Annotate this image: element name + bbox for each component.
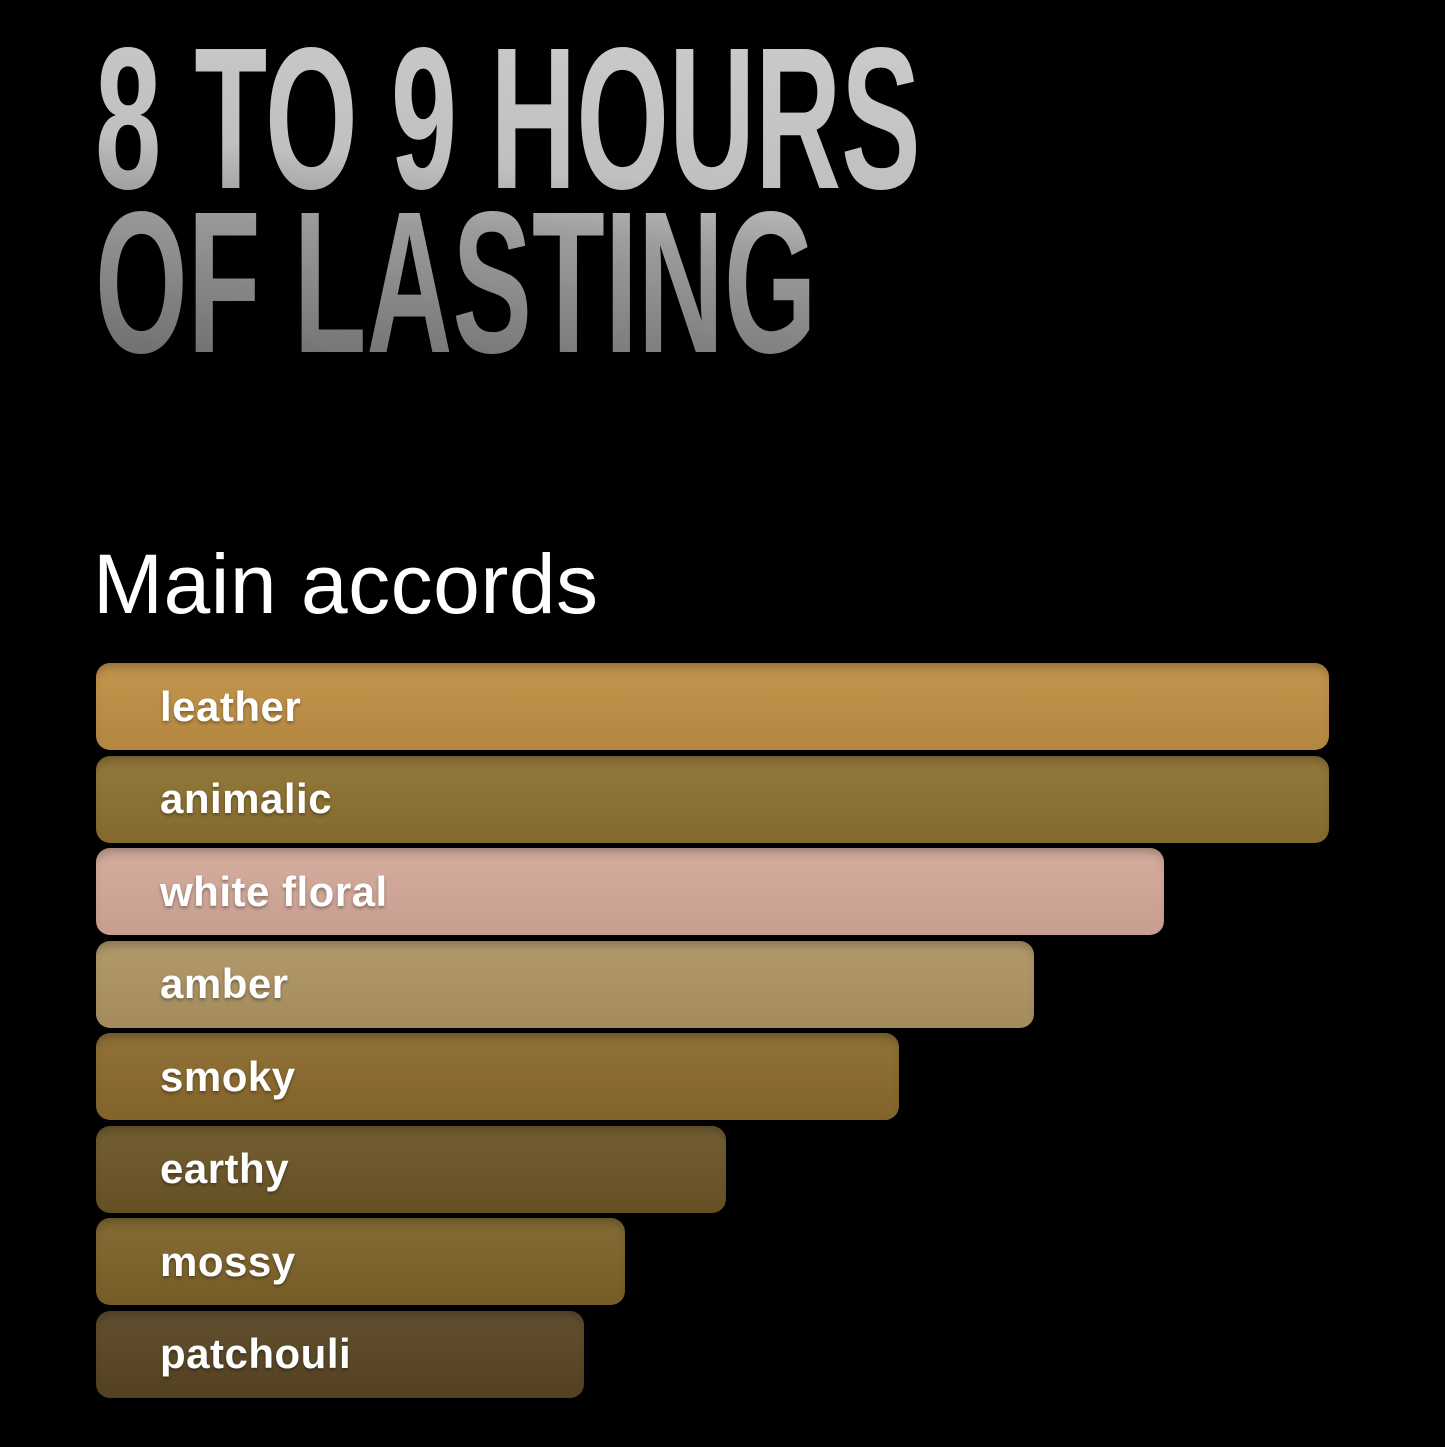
- accord-bar-white-floral: white floral: [96, 848, 1164, 935]
- accord-label-smoky: smoky: [160, 1052, 296, 1100]
- accord-bar-mossy: mossy: [96, 1218, 625, 1305]
- accord-bar-animalic: animalic: [96, 755, 1329, 843]
- accord-bar-amber: amber: [96, 940, 1034, 1028]
- accord-label-mossy: mossy: [160, 1237, 296, 1285]
- accord-label-earthy: earthy: [160, 1145, 290, 1192]
- accord-bar-leather: leather: [96, 663, 1329, 750]
- main-accords-heading: Main accords: [93, 537, 599, 631]
- page-title: 8 TO 9 HOURS OF LASTING: [95, 36, 921, 364]
- accord-label-leather: leather: [160, 682, 302, 730]
- accord-label-amber: amber: [160, 960, 289, 1007]
- page-title-line-2: OF LASTING: [95, 169, 817, 395]
- accord-bar-patchouli: patchouli: [96, 1310, 584, 1398]
- accord-bar-earthy: earthy: [96, 1125, 726, 1213]
- accords-bars: leather animalic white floral amber smoky ear…: [96, 663, 1329, 1403]
- accord-label-white-floral: white floral: [160, 867, 388, 915]
- accord-label-animalic: animalic: [160, 775, 333, 822]
- accord-bar-smoky: smoky: [96, 1033, 899, 1120]
- accord-label-patchouli: patchouli: [160, 1330, 352, 1377]
